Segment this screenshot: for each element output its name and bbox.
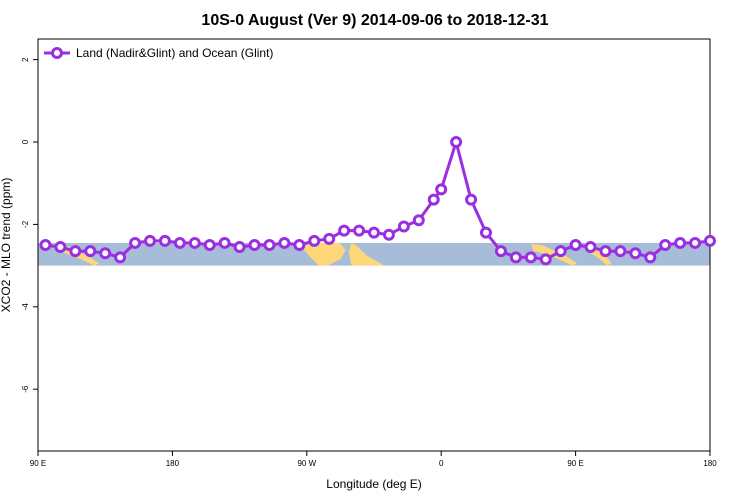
- x-tick-label: 180: [703, 459, 717, 468]
- data-point: [427, 193, 440, 206]
- data-point: [524, 251, 537, 264]
- data-point: [233, 241, 246, 254]
- data-point: [69, 245, 82, 258]
- legend-marker: [51, 47, 63, 59]
- data-point: [158, 234, 171, 247]
- data-point: [263, 239, 276, 251]
- data-point: [674, 236, 687, 249]
- x-axis-label: Longitude (deg E): [326, 477, 421, 491]
- data-point: [308, 234, 321, 247]
- data-point: [218, 236, 231, 249]
- x-tick-label: 90 E: [567, 459, 583, 468]
- data-point: [704, 234, 716, 247]
- x-tick-label: 90 E: [30, 459, 46, 468]
- x-tick-label: 0: [439, 459, 444, 468]
- data-point: [584, 241, 597, 254]
- data-point: [54, 241, 67, 254]
- y-tick-label: -2: [21, 220, 30, 228]
- y-tick-label: 0: [21, 139, 30, 144]
- x-tick-label: 90 W: [297, 459, 316, 468]
- data-point: [84, 245, 97, 258]
- data-point: [173, 236, 186, 249]
- series-group: [39, 136, 716, 266]
- data-point: [129, 236, 142, 249]
- landmass-1: [348, 242, 385, 266]
- data-point: [539, 253, 552, 266]
- chart-title: 10S-0 August (Ver 9) 2014-09-06 to 2018-…: [201, 12, 548, 29]
- data-point: [323, 232, 336, 245]
- y-axis: 2 0 -2 -4 -6: [21, 57, 38, 393]
- y-axis-label: XCO2 - MLO trend (ppm): [0, 178, 13, 313]
- legend-label: Land (Nadir&Glint) and Ocean (Glint): [76, 46, 273, 60]
- legend: Land (Nadir&Glint) and Ocean (Glint): [44, 46, 273, 60]
- y-tick-label: -4: [21, 303, 30, 311]
- data-point: [629, 247, 642, 260]
- landmass-2: [303, 242, 346, 266]
- data-point: [397, 220, 410, 233]
- data-point: [353, 224, 366, 237]
- data-point: [465, 193, 478, 206]
- x-axis: 90 E 180 90 W 0 90 E 180: [30, 451, 717, 468]
- y-tick-label: -6: [21, 385, 30, 393]
- data-point: [435, 183, 448, 196]
- series-line: [45, 140, 711, 261]
- data-point: [248, 239, 261, 251]
- data-point: [614, 245, 627, 258]
- data-point: [689, 236, 702, 249]
- y-tick-label: 2: [21, 57, 30, 62]
- data-point: [450, 136, 463, 148]
- data-point: [480, 226, 492, 239]
- data-point: [144, 234, 156, 247]
- data-point: [368, 226, 380, 239]
- data-point: [659, 239, 672, 251]
- data-point: [382, 228, 395, 241]
- data-point: [599, 245, 612, 258]
- data-point: [39, 239, 52, 251]
- data-point: [278, 236, 291, 249]
- data-point: [338, 224, 351, 237]
- data-point: [554, 245, 567, 258]
- data-point: [494, 245, 507, 258]
- data-point: [114, 251, 127, 264]
- data-point: [644, 251, 657, 264]
- data-point: [569, 239, 582, 251]
- data-point: [99, 247, 112, 260]
- data-point: [203, 239, 216, 251]
- data-point: [293, 239, 306, 251]
- x-tick-label: 180: [166, 459, 180, 468]
- data-point: [412, 214, 425, 227]
- data-point: [188, 236, 201, 249]
- data-point: [509, 251, 522, 264]
